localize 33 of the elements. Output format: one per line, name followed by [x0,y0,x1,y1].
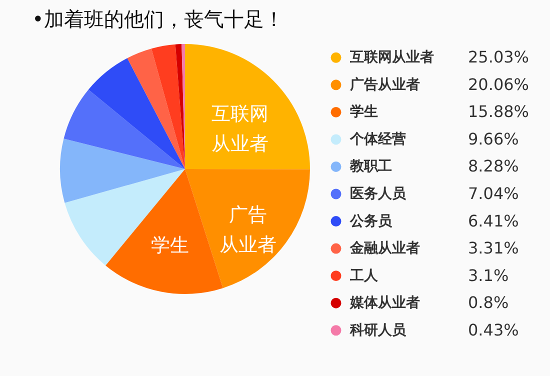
data-label: 8.28% [468,156,519,176]
pie-slice [64,90,185,169]
data-label: 0.8% [468,293,509,312]
chart-title: •加着班的他们，丧气十足！ [32,7,284,31]
legend-label: 金融从业者 [349,240,420,257]
slice-label: 学生 [151,234,190,257]
data-label: 25.03% [468,48,530,67]
legend-label: 媒体从业者 [349,295,420,312]
legend-label: 工人 [349,268,379,284]
legend-label: 学生 [350,104,378,120]
data-label: 9.66% [468,129,519,148]
pie-slice [151,44,185,169]
pie-slice [175,44,185,169]
data-label: 0.43% [468,320,519,340]
data-label: 3.31% [468,238,519,258]
legend-label: 公务员 [349,213,393,230]
legend-label: 互联网从业者 [349,50,434,66]
text: 广告从业者 [219,204,276,256]
legend-label: 广告从业者 [349,76,420,93]
data-label: 20.06% [468,74,530,94]
data-label: 7.04% [468,184,519,203]
pie-slice [127,48,185,169]
data-label: 6.41% [468,211,519,230]
data-label: 15.88% [468,102,530,122]
pie-slice [88,58,185,169]
data-label: 3.1% [468,266,509,285]
legend-label: 教职工 [349,158,392,175]
legend-label: 医务人员 [350,186,407,202]
pie-slice [185,44,310,170]
legend-label: 科研人员 [349,322,407,338]
legend-label: 个体经营 [349,131,406,148]
text: 互联网从业者 [212,102,269,155]
pie-slice [60,138,185,203]
